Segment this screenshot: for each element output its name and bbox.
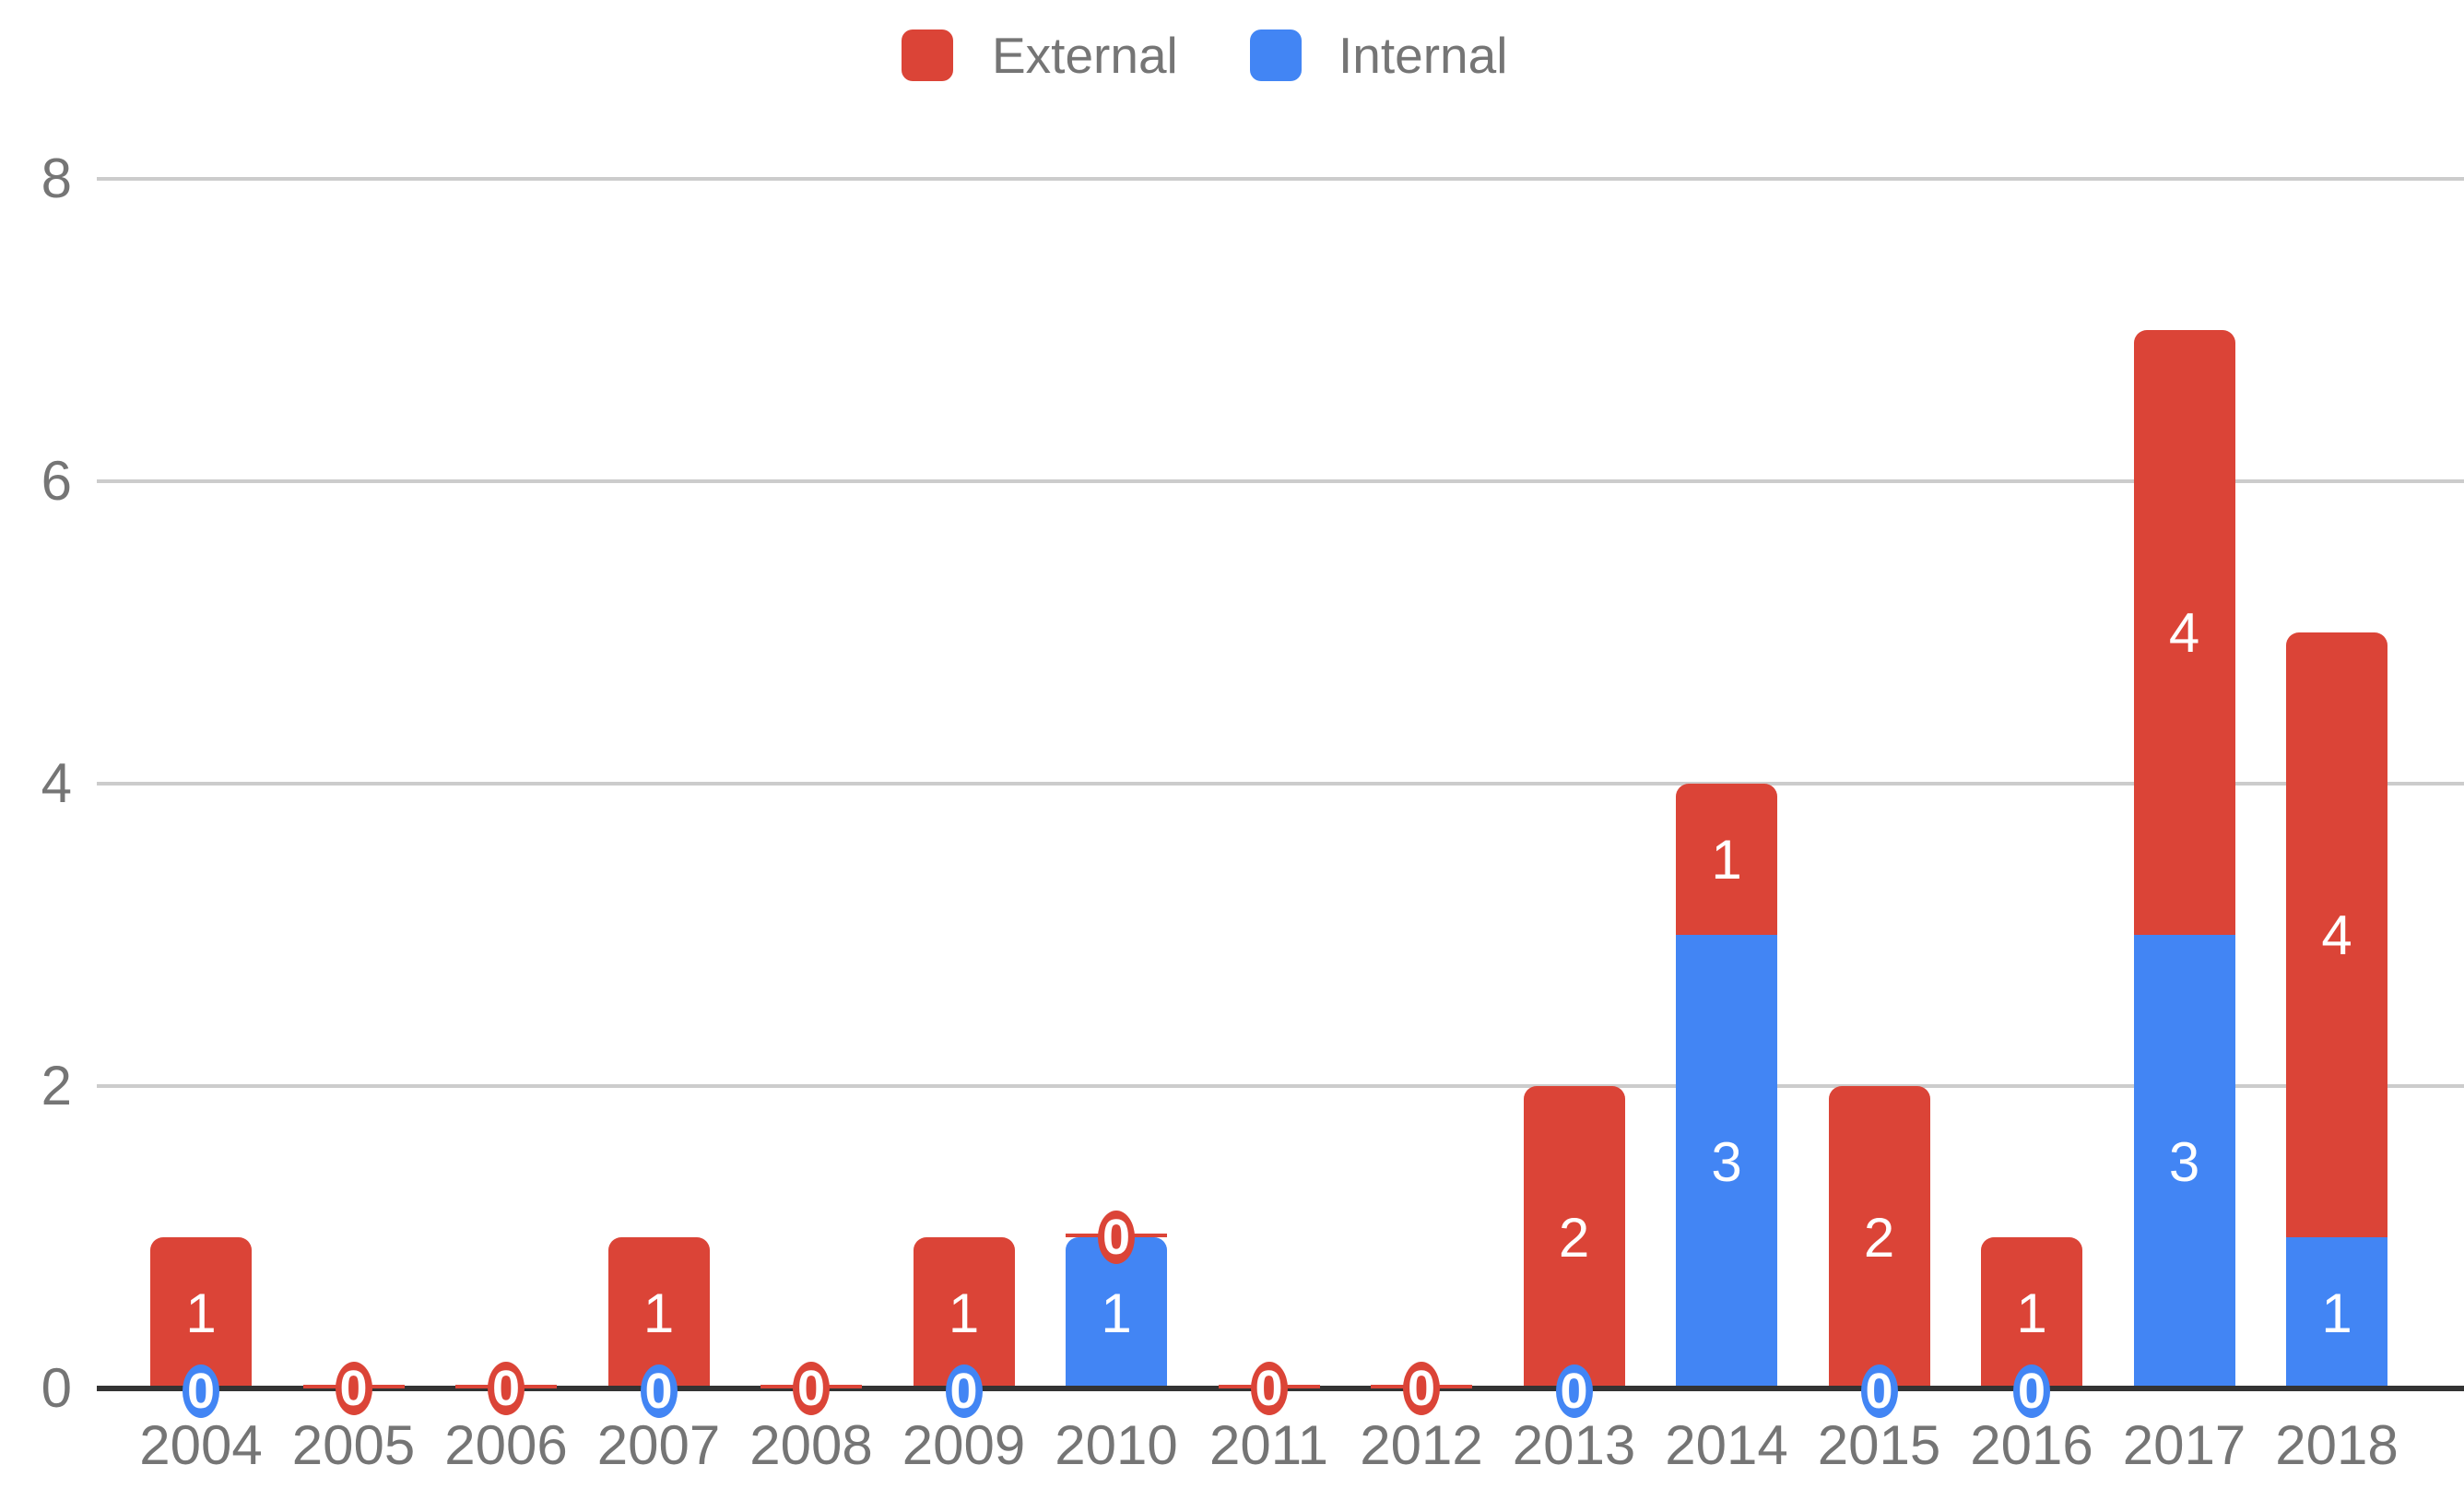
x-tick-label-2009: 2009 — [902, 1414, 1026, 1476]
x-tick-label-2012: 2012 — [1360, 1414, 1483, 1476]
zero-annotation-internal-2016: 0 — [2013, 1364, 2050, 1418]
bar-segment-internal-2017[interactable] — [2133, 935, 2235, 1388]
x-tick-label-2008: 2008 — [749, 1414, 873, 1476]
x-tick-label-2017: 2017 — [2122, 1414, 2246, 1476]
zero-annotation-internal-2007: 0 — [640, 1364, 678, 1418]
bar-value-external-2009: 1 — [948, 1282, 980, 1344]
bar-segment-external-2009[interactable] — [913, 1237, 1015, 1388]
bar-value-internal-2017: 3 — [2168, 1130, 2200, 1193]
x-tick-label-2010: 2010 — [1055, 1414, 1178, 1476]
bar-segment-external-2016[interactable] — [1981, 1237, 2082, 1388]
bar-segment-external-2014[interactable] — [1676, 784, 1777, 935]
x-tick-label-2007: 2007 — [596, 1414, 721, 1476]
bar-value-external-2018: 4 — [2321, 904, 2352, 966]
gridline-y-6 — [97, 479, 2464, 483]
zero-annotation-internal-2004: 0 — [183, 1364, 219, 1418]
bar-value-external-2017: 4 — [2168, 601, 2200, 664]
legend-label-external: External — [992, 27, 1178, 84]
x-tick-label-2011: 2011 — [1208, 1414, 1329, 1476]
bar-segment-internal-2018[interactable] — [2286, 1237, 2387, 1388]
legend-swatch-external-icon — [902, 30, 953, 81]
bar-segment-external-2007[interactable] — [607, 1237, 710, 1388]
x-tick-label-2014: 2014 — [1665, 1414, 1788, 1476]
zero-annotation-external-2005: 0 — [335, 1362, 372, 1415]
bar-value-internal-2010: 1 — [1101, 1282, 1132, 1344]
bar-value-external-2013: 2 — [1558, 1206, 1590, 1269]
bar-segment-external-2013[interactable] — [1523, 1086, 1625, 1388]
bar-value-external-2007: 1 — [643, 1282, 675, 1344]
zero-annotation-external-2008: 0 — [793, 1362, 830, 1415]
bar-segment-external-2018[interactable] — [2286, 632, 2387, 1237]
bar-segment-external-2017[interactable] — [2133, 330, 2235, 935]
zero-annotation-internal-2015: 0 — [1860, 1364, 1898, 1418]
gridline-y-2 — [97, 1084, 2464, 1088]
bar-value-external-2015: 2 — [1863, 1206, 1895, 1269]
bar-value-external-2004: 1 — [185, 1282, 217, 1344]
y-tick-label-8: 8 — [41, 148, 72, 209]
x-tick-label-2016: 2016 — [1970, 1414, 2093, 1476]
zero-annotation-external-2012: 0 — [1403, 1362, 1440, 1415]
gridline-y-4 — [97, 782, 2464, 786]
bar-value-internal-2018: 1 — [2321, 1282, 2352, 1344]
y-tick-label-2: 2 — [41, 1055, 72, 1116]
bar-value-external-2014: 1 — [1711, 828, 1742, 891]
zero-annotation-internal-2009: 0 — [945, 1364, 983, 1418]
x-tick-label-2004: 2004 — [139, 1414, 263, 1476]
gridline-y-8 — [97, 177, 2464, 181]
legend-swatch-internal-icon — [1250, 30, 1302, 81]
x-tick-label-2018: 2018 — [2275, 1414, 2399, 1476]
y-tick-label-6: 6 — [41, 450, 72, 512]
x-tick-label-2006: 2006 — [444, 1414, 568, 1476]
bar-segment-external-2015[interactable] — [1828, 1086, 1930, 1388]
bar-value-internal-2014: 3 — [1711, 1130, 1742, 1193]
bar-segment-internal-2014[interactable] — [1676, 935, 1777, 1388]
x-tick-label-2015: 2015 — [1817, 1414, 1941, 1476]
zero-annotation-external-2006: 0 — [488, 1362, 525, 1415]
zero-annotation-internal-2013: 0 — [1555, 1364, 1593, 1418]
bar-value-external-2016: 1 — [2016, 1282, 2047, 1344]
zero-annotation-external-2011: 0 — [1250, 1362, 1288, 1415]
legend-label-internal: Internal — [1338, 27, 1508, 84]
x-tick-label-2013: 2013 — [1512, 1414, 1636, 1476]
bar-segment-external-2004[interactable] — [150, 1237, 252, 1388]
y-tick-label-0: 0 — [41, 1357, 72, 1419]
x-tick-label-2005: 2005 — [291, 1414, 416, 1476]
y-tick-label-4: 4 — [41, 752, 72, 814]
zero-annotation-external-2010: 0 — [1098, 1211, 1135, 1264]
